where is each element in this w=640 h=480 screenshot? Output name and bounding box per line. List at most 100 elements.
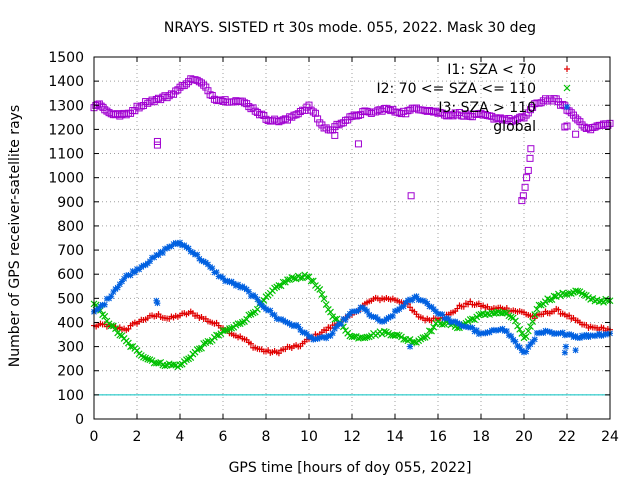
series-3-outlier — [153, 297, 160, 304]
series-2-point — [309, 277, 317, 285]
series-3-point — [207, 263, 214, 270]
series-3-point — [273, 315, 280, 322]
series-4-point — [139, 102, 147, 110]
series-2-point — [140, 353, 147, 361]
series-2-point — [127, 343, 134, 351]
series-3-point — [538, 329, 545, 336]
series-2-point — [550, 292, 558, 300]
y-tick-label: 700 — [57, 243, 84, 259]
series-3-point — [594, 332, 601, 339]
series-3-point — [177, 239, 183, 246]
series-2-point — [430, 323, 438, 331]
series-3-point — [404, 297, 411, 304]
series-3-point — [441, 315, 448, 322]
series-3-outlier — [572, 347, 579, 354]
legend-label: I1: SZA < 70 — [447, 62, 536, 78]
series-4-point — [557, 101, 565, 109]
series-3-outlier — [407, 343, 414, 350]
series-4-point — [208, 91, 216, 99]
series-3-point — [101, 301, 108, 308]
series-2-point — [518, 330, 526, 337]
series-3-point — [213, 269, 220, 276]
x-tick-label: 24 — [601, 429, 619, 445]
series-2-point — [574, 287, 582, 295]
series-3-point — [159, 249, 166, 256]
series-2-point — [419, 334, 427, 342]
legend-marker — [564, 104, 570, 110]
series-3-point — [389, 312, 396, 319]
series-1-point — [555, 306, 562, 313]
series-2-point — [527, 323, 534, 331]
series-3-point — [282, 318, 289, 325]
series-3-outlier — [154, 300, 161, 307]
series-3-point — [400, 303, 407, 310]
series-3-point — [290, 323, 297, 330]
y-tick-label: 1100 — [48, 147, 84, 163]
series-3-point — [531, 336, 538, 343]
series-2-point — [124, 339, 132, 347]
series-3-point — [295, 323, 302, 330]
series-3-point — [379, 318, 386, 325]
series-4-point — [161, 92, 169, 100]
series-2-point — [580, 291, 588, 299]
series-4-point — [408, 104, 416, 112]
series-3-point — [226, 279, 233, 286]
series-4-point — [367, 109, 375, 117]
series-3-point — [329, 330, 336, 337]
series-1-point — [407, 304, 414, 311]
y-tick-label: 100 — [57, 388, 84, 404]
series-3-point — [497, 326, 504, 333]
y-tick-label: 1400 — [48, 74, 84, 90]
series-2-point — [208, 336, 216, 344]
series-4-point — [296, 108, 304, 116]
series-3-point — [439, 311, 446, 318]
series-2-point — [290, 274, 298, 282]
series-1-point — [327, 325, 334, 332]
series-2-point — [288, 273, 296, 281]
series-2-point — [600, 298, 607, 306]
series-4-point — [546, 95, 554, 103]
series-4-point — [225, 98, 233, 106]
series-2-point — [200, 340, 208, 347]
series-2-point — [213, 331, 220, 339]
series-3-point — [155, 252, 162, 259]
series-4-point — [539, 97, 547, 105]
y-tick-label: 1300 — [48, 98, 84, 114]
series-4-point — [260, 111, 268, 119]
series-3-point — [172, 239, 179, 246]
series-3-point — [419, 297, 426, 304]
series-3-point — [591, 333, 598, 340]
series-3-point — [284, 319, 291, 326]
series-3-point — [462, 323, 469, 330]
series-4-outlier — [526, 154, 534, 162]
series-4-point — [526, 106, 534, 114]
series-3-point — [542, 327, 549, 334]
series-2-point — [228, 324, 236, 332]
series-3-point — [247, 293, 254, 300]
series-2-point — [475, 311, 483, 319]
series-3-point — [237, 284, 244, 291]
series-2-point — [516, 325, 524, 333]
series-2-point — [195, 345, 203, 353]
series-2-point — [511, 317, 519, 325]
series-4-point — [372, 108, 380, 116]
series-4-outlier — [523, 174, 531, 182]
series-4-outlier — [521, 183, 529, 191]
y-tick-label: 600 — [57, 267, 84, 283]
series-2-point — [380, 328, 388, 335]
series-2-point — [144, 355, 152, 363]
x-tick-label: 22 — [558, 429, 576, 445]
series-2-point — [438, 321, 446, 328]
series-4-point — [548, 97, 556, 105]
series-3-point — [490, 326, 497, 333]
y-tick-label: 400 — [57, 315, 84, 331]
series-2-point — [221, 327, 229, 334]
series-2-point — [183, 356, 190, 364]
series-4-point — [135, 104, 143, 112]
series-4-outlier — [354, 140, 362, 148]
series-3-point — [475, 330, 482, 337]
series-2-point — [490, 310, 498, 317]
series-3-point — [303, 330, 310, 337]
series-4-point — [410, 104, 418, 112]
series-3-point — [95, 306, 102, 313]
